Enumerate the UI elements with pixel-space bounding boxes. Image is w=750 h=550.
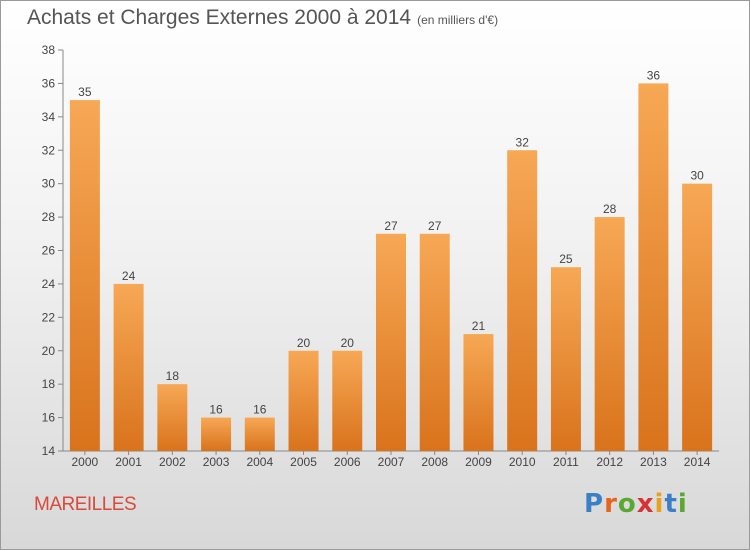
x-tick-label: 2001 <box>115 455 142 469</box>
x-tick-label: 2012 <box>596 455 623 469</box>
y-tick-label: 18 <box>42 377 56 391</box>
y-tick-label: 30 <box>42 177 56 191</box>
data-label: 18 <box>166 369 180 383</box>
logo-letter: r <box>604 489 618 519</box>
data-label: 21 <box>472 319 486 333</box>
bar <box>332 350 363 451</box>
data-label: 30 <box>690 169 704 183</box>
bar <box>69 100 100 451</box>
data-label: 27 <box>428 219 442 233</box>
y-tick-label: 24 <box>42 277 56 291</box>
bar <box>463 334 494 451</box>
y-tick-label: 26 <box>42 244 56 258</box>
x-tick-label: 2007 <box>378 455 405 469</box>
x-tick-label: 2004 <box>246 455 273 469</box>
data-label: 25 <box>559 252 573 266</box>
data-label: 20 <box>341 336 355 350</box>
bar <box>376 233 406 451</box>
data-label: 32 <box>516 135 530 149</box>
logo-letter: o <box>617 489 637 519</box>
chart-title: Achats et Charges Externes 2000 à 2014 (e… <box>27 6 498 30</box>
y-tick-label: 34 <box>42 110 56 124</box>
x-tick-label: 2014 <box>684 455 711 469</box>
y-tick-label: 16 <box>42 411 56 425</box>
x-tick-label: 2005 <box>290 455 317 469</box>
x-tick-label: 2000 <box>72 455 99 469</box>
logo-letter: P <box>584 489 605 519</box>
x-tick-label: 2003 <box>203 455 230 469</box>
y-tick-label: 32 <box>42 143 56 157</box>
y-tick-label: 28 <box>42 210 56 224</box>
x-tick-label: 2008 <box>421 455 448 469</box>
x-tick-label: 2010 <box>509 455 536 469</box>
data-label: 27 <box>384 219 398 233</box>
x-tick-label: 2013 <box>640 455 667 469</box>
x-tick-label: 2006 <box>334 455 361 469</box>
data-label: 36 <box>647 68 661 82</box>
data-label: 20 <box>297 336 311 350</box>
y-tick-label: 20 <box>42 344 56 358</box>
data-label: 35 <box>78 85 92 99</box>
chart-title-text: Achats et Charges Externes 2000 à 2014 <box>27 6 412 29</box>
data-label: 16 <box>209 403 223 417</box>
bar <box>244 417 275 451</box>
logo-letter: t <box>664 489 678 519</box>
y-tick-label: 36 <box>42 76 56 90</box>
logo-letter: i <box>677 489 688 519</box>
bar <box>157 384 188 451</box>
chart-subtitle: (en milliers d'€) <box>417 13 499 27</box>
bar <box>419 233 450 451</box>
bar <box>201 417 232 451</box>
x-tick-label: 2002 <box>159 455 186 469</box>
bar <box>594 217 625 451</box>
place-name: MAREILLES <box>34 494 137 515</box>
logo-letter: x <box>636 489 655 519</box>
data-label: 28 <box>603 202 617 216</box>
x-tick-label: 2011 <box>553 455 579 469</box>
logo-letter: i <box>654 489 665 519</box>
bar <box>638 83 669 452</box>
y-tick-label: 14 <box>42 444 56 458</box>
data-label: 24 <box>122 269 136 283</box>
x-tick-label: 2009 <box>465 455 492 469</box>
y-tick-label: 22 <box>42 310 56 324</box>
bar <box>288 350 319 451</box>
y-tick-label: 38 <box>42 43 56 57</box>
bar <box>550 267 581 451</box>
bar <box>507 150 538 451</box>
bar <box>682 183 713 451</box>
data-label: 16 <box>253 403 267 417</box>
bar <box>113 283 144 451</box>
proxiti-logo[interactable]: Proxiti <box>584 489 688 519</box>
